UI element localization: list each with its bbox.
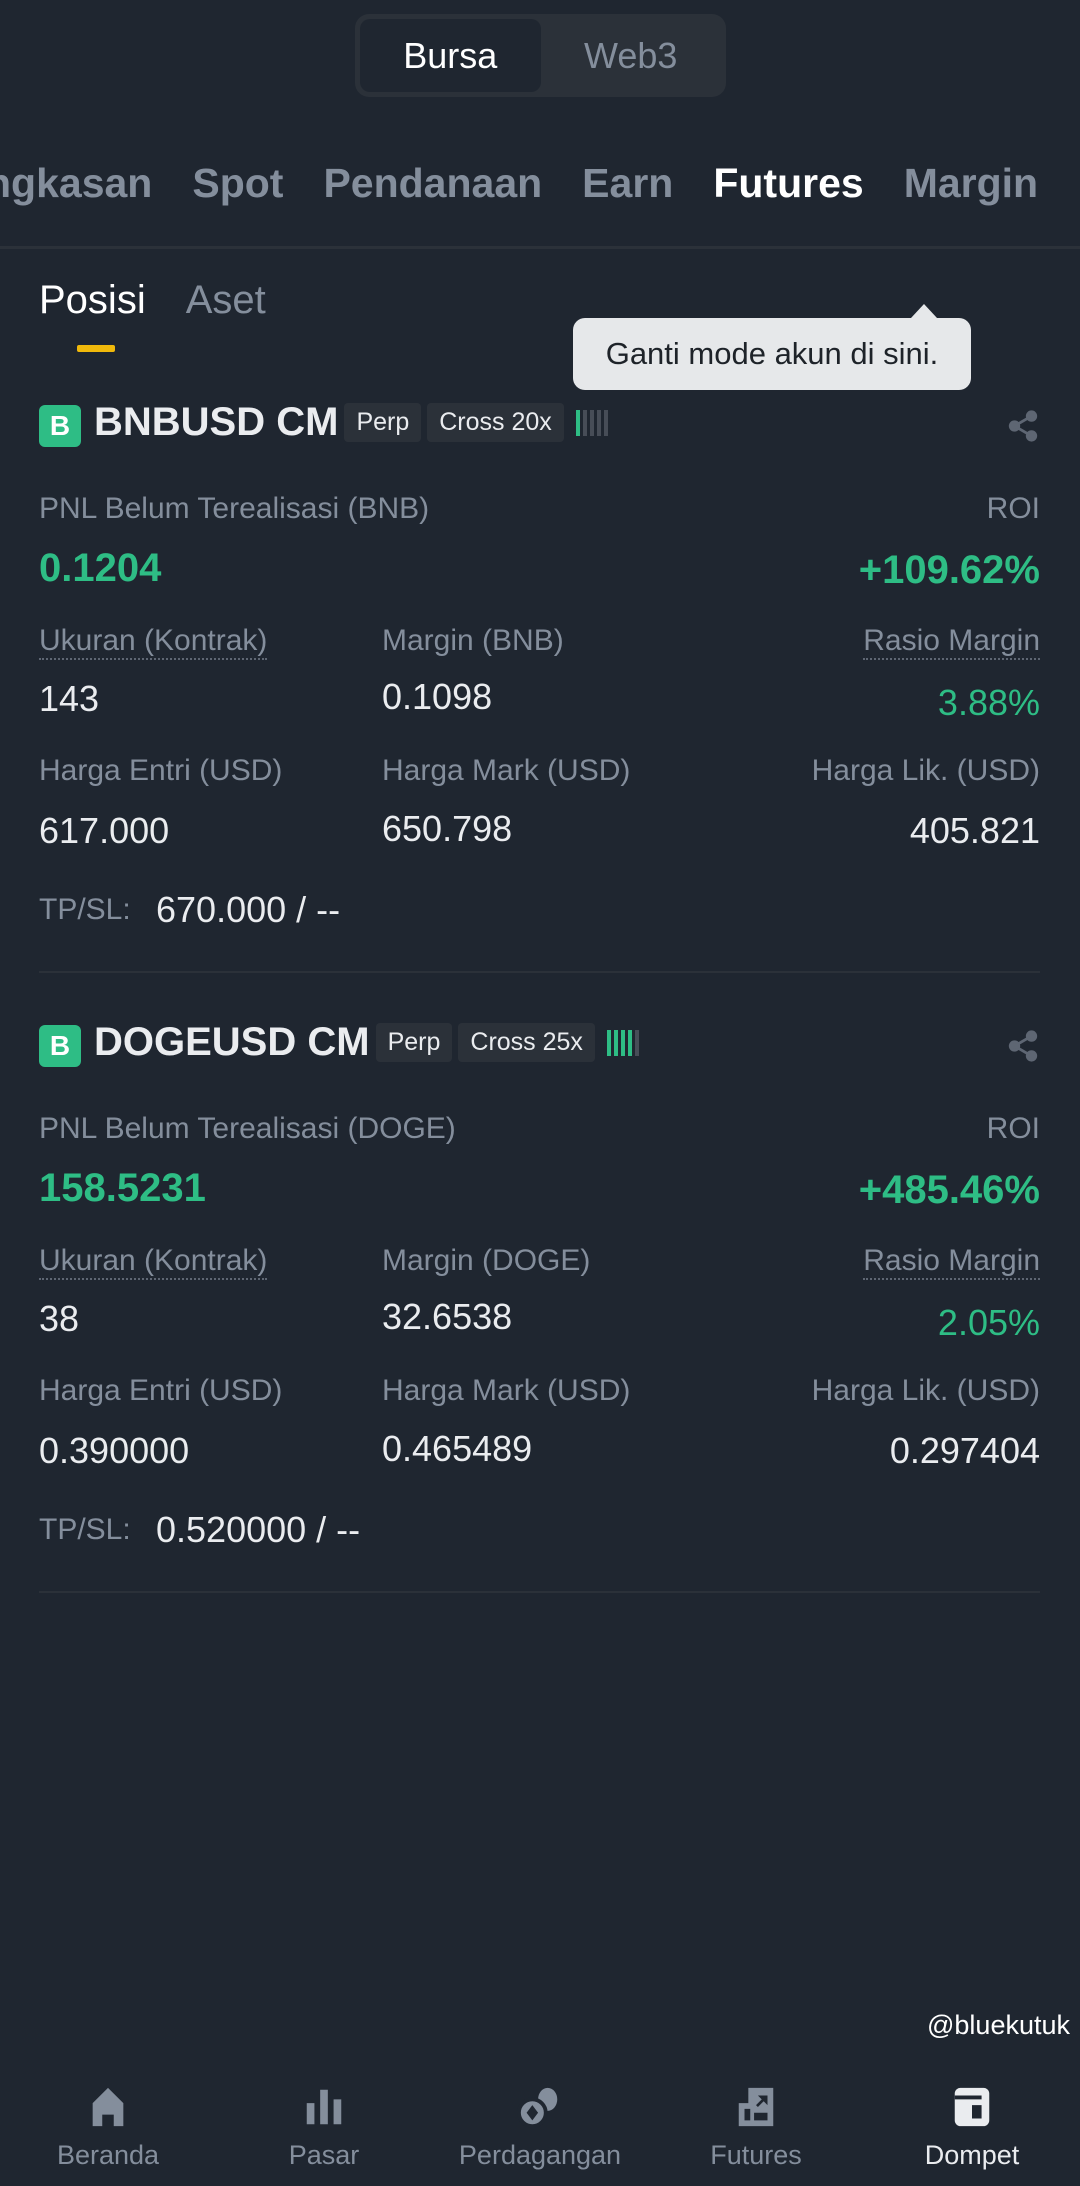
tab-ringkasan[interactable]: ngkasan bbox=[0, 160, 153, 206]
margin-ratio-label[interactable]: Rasio Margin bbox=[863, 1244, 1040, 1280]
size-label[interactable]: Ukuran (Kontrak) bbox=[39, 1244, 268, 1280]
contract-type-chip: Perp bbox=[344, 403, 422, 442]
bottom-nav: Beranda Pasar Perdagangan Futures Dompet bbox=[0, 2060, 1080, 2186]
coin-margined-badge: B bbox=[39, 405, 81, 447]
account-mode-tooltip[interactable]: Ganti mode akun di sini. bbox=[573, 304, 971, 390]
size-label[interactable]: Ukuran (Kontrak) bbox=[39, 624, 268, 660]
pnl-label: PNL Belum Terealisasi (DOGE) bbox=[39, 1112, 456, 1145]
adl-indicator bbox=[575, 409, 608, 436]
tab-margin[interactable]: Margin bbox=[903, 160, 1039, 206]
pnl-value: 158.5231 bbox=[39, 1166, 206, 1210]
symbol[interactable]: DOGEUSD CM bbox=[94, 1020, 370, 1064]
symbol[interactable]: BNBUSD CM bbox=[94, 400, 339, 444]
home-icon bbox=[92, 2087, 124, 2127]
nav-pasar[interactable]: Pasar bbox=[216, 2060, 432, 2186]
active-subtab-indicator bbox=[77, 345, 115, 352]
exchange-web3-toggle: Bursa Web3 bbox=[355, 14, 726, 97]
wallet-tabs: ngkasan Spot Pendanaan Earn Futures Marg… bbox=[0, 160, 1038, 220]
nav-futures[interactable]: Futures bbox=[648, 2060, 864, 2186]
mark-price-value: 650.798 bbox=[382, 808, 513, 849]
wallet-icon bbox=[954, 2087, 990, 2127]
tpsl-value[interactable]: 0.520000 / -- bbox=[156, 1509, 361, 1550]
toggle-web3[interactable]: Web3 bbox=[584, 34, 678, 76]
margin-mode-chip[interactable]: Cross 25x bbox=[458, 1023, 595, 1062]
share-icon[interactable] bbox=[1006, 408, 1040, 444]
coin-margined-badge: B bbox=[39, 1025, 81, 1067]
adl-bar bbox=[603, 409, 608, 436]
nav-perdagangan[interactable]: Perdagangan bbox=[432, 2060, 648, 2186]
margin-label: Margin (BNB) bbox=[382, 624, 564, 657]
adl-bar bbox=[582, 409, 587, 436]
entry-price-value: 617.000 bbox=[39, 810, 170, 851]
adl-bar bbox=[634, 1029, 639, 1056]
mark-price-label: Harga Mark (USD) bbox=[382, 754, 631, 787]
roi-value: +485.46% bbox=[858, 1168, 1040, 1212]
subtab-posisi[interactable]: Posisi bbox=[39, 278, 146, 322]
margin-value: 0.1098 bbox=[382, 676, 493, 717]
adl-bar bbox=[596, 409, 601, 436]
watermark: @bluekutuk bbox=[927, 2010, 1070, 2040]
nav-beranda[interactable]: Beranda bbox=[0, 2060, 216, 2186]
entry-price-label: Harga Entri (USD) bbox=[39, 754, 283, 787]
margin-mode-chip[interactable]: Cross 20x bbox=[427, 403, 564, 442]
margin-ratio-value: 3.88% bbox=[937, 682, 1040, 723]
adl-bar bbox=[613, 1029, 618, 1056]
nav-dompet[interactable]: Dompet bbox=[864, 2060, 1080, 2186]
contract-type-chip: Perp bbox=[375, 1023, 453, 1062]
nav-label: Futures bbox=[710, 2140, 802, 2170]
entry-price-value: 0.390000 bbox=[39, 1430, 190, 1471]
tab-spot[interactable]: Spot bbox=[192, 160, 284, 206]
trade-coins-icon bbox=[517, 2087, 558, 2129]
tab-futures[interactable]: Futures bbox=[713, 160, 864, 206]
position-card[interactable]: B BNBUSD CM Perp Cross 20x PNL Belum Ter… bbox=[0, 400, 1080, 1046]
pnl-value: 0.1204 bbox=[39, 546, 162, 590]
position-card[interactable]: B DOGEUSD CM Perp Cross 25x PNL Belum Te… bbox=[0, 1020, 1080, 1666]
adl-bar bbox=[627, 1029, 632, 1056]
liq-price-label: Harga Lik. (USD) bbox=[811, 1374, 1040, 1407]
margin-ratio-label[interactable]: Rasio Margin bbox=[863, 624, 1040, 660]
toggle-bursa[interactable]: Bursa bbox=[360, 19, 541, 92]
tab-earn[interactable]: Earn bbox=[582, 160, 674, 206]
margin-value: 32.6538 bbox=[382, 1296, 513, 1337]
entry-price-label: Harga Entri (USD) bbox=[39, 1374, 283, 1407]
position-header: BNBUSD CM Perp Cross 20x bbox=[94, 400, 608, 445]
sub-tabs: Posisi Aset bbox=[39, 278, 266, 323]
liq-price-value: 405.821 bbox=[909, 810, 1040, 851]
card-divider bbox=[39, 1591, 1040, 1593]
subtab-aset[interactable]: Aset bbox=[185, 278, 266, 322]
mark-price-value: 0.465489 bbox=[382, 1428, 533, 1469]
nav-label: Dompet bbox=[924, 2140, 1020, 2170]
nav-label: Pasar bbox=[288, 2140, 360, 2170]
roi-label: ROI bbox=[986, 1112, 1040, 1145]
liq-price-value: 0.297404 bbox=[889, 1430, 1040, 1471]
nav-label: Perdagangan bbox=[458, 2140, 622, 2170]
position-header: DOGEUSD CM Perp Cross 25x bbox=[94, 1020, 639, 1065]
bar-chart-icon bbox=[306, 2089, 342, 2125]
adl-indicator bbox=[606, 1029, 639, 1056]
adl-bar bbox=[575, 409, 580, 436]
tpsl-label: TP/SL: bbox=[39, 893, 131, 926]
size-value: 38 bbox=[39, 1298, 80, 1339]
divider bbox=[0, 246, 1080, 249]
card-divider bbox=[39, 971, 1040, 973]
tpsl-label: TP/SL: bbox=[39, 1513, 131, 1546]
tab-pendanaan[interactable]: Pendanaan bbox=[323, 160, 543, 206]
futures-icon bbox=[738, 2087, 774, 2127]
roi-value: +109.62% bbox=[858, 548, 1040, 592]
roi-label: ROI bbox=[986, 492, 1040, 525]
tpsl-value[interactable]: 670.000 / -- bbox=[156, 889, 341, 930]
size-value: 143 bbox=[39, 678, 100, 719]
adl-bar bbox=[620, 1029, 625, 1056]
mark-price-label: Harga Mark (USD) bbox=[382, 1374, 631, 1407]
margin-label: Margin (DOGE) bbox=[382, 1244, 591, 1277]
share-icon[interactable] bbox=[1006, 1028, 1040, 1064]
liq-price-label: Harga Lik. (USD) bbox=[811, 754, 1040, 787]
margin-ratio-value: 2.05% bbox=[937, 1302, 1040, 1343]
adl-bar bbox=[606, 1029, 611, 1056]
adl-bar bbox=[589, 409, 594, 436]
nav-label: Beranda bbox=[56, 2140, 160, 2170]
pnl-label: PNL Belum Terealisasi (BNB) bbox=[39, 492, 430, 525]
